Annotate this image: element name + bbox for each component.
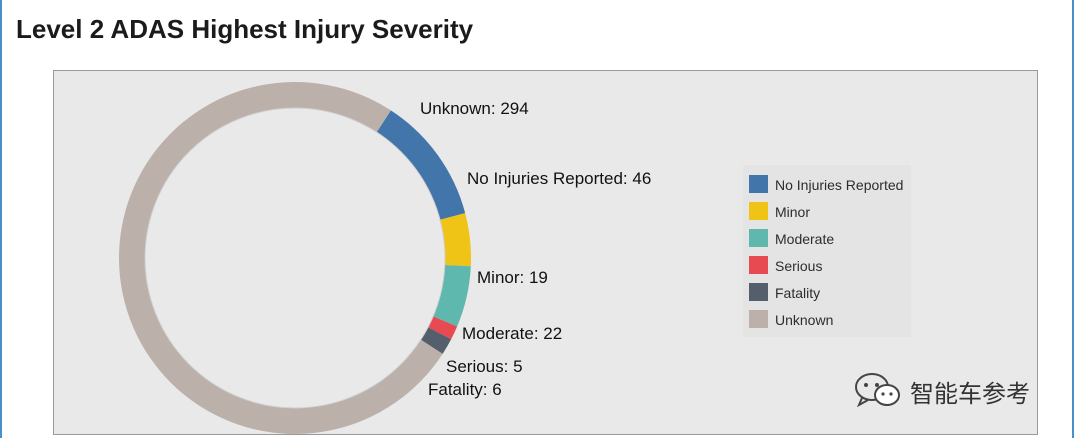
legend-label-serious: Serious: [775, 258, 823, 274]
legend-label-fatality: Fatality: [775, 285, 821, 301]
slice-serious[interactable]: [428, 316, 458, 340]
data-label-serious: Serious: 5: [446, 357, 523, 376]
slice-minor[interactable]: [440, 213, 472, 267]
data-label-unknown: Unknown: 294: [420, 99, 529, 118]
watermark-text: 智能车参考: [910, 380, 1030, 408]
legend-swatch-serious: [749, 256, 768, 274]
slice-fatality[interactable]: [420, 327, 452, 354]
legend-label-minor: Minor: [775, 204, 811, 220]
data-label-minor: Minor: 19: [477, 268, 548, 287]
legend-swatch-no-injuries: [749, 175, 768, 193]
data-label-moderate: Moderate: 22: [462, 324, 562, 343]
watermark: 智能车参考: [852, 370, 1052, 410]
slice-no-injuries[interactable]: [376, 110, 466, 220]
slice-moderate[interactable]: [433, 265, 471, 327]
legend-swatch-minor: [749, 202, 768, 220]
legend-label-moderate: Moderate: [775, 231, 835, 247]
wechat-icon: [855, 373, 900, 408]
chart-title: Level 2 ADAS Highest Injury Severity: [16, 14, 474, 44]
legend-label-unknown: Unknown: [775, 312, 834, 328]
donut-inner-rim: [144, 107, 446, 409]
legend-label-no-injuries: No Injuries Reported: [775, 177, 904, 193]
data-label-no-injuries: No Injuries Reported: 46: [467, 169, 651, 188]
legend-swatch-moderate: [749, 229, 768, 247]
legend-swatch-fatality: [749, 283, 768, 301]
data-label-fatality: Fatality: 6: [428, 380, 502, 399]
chart-legend: No Injuries Reported Minor Moderate Seri…: [743, 165, 911, 337]
legend-swatch-unknown: [749, 310, 768, 328]
